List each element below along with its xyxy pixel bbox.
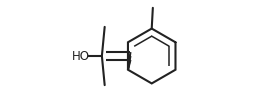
Text: HO: HO [72, 50, 90, 62]
